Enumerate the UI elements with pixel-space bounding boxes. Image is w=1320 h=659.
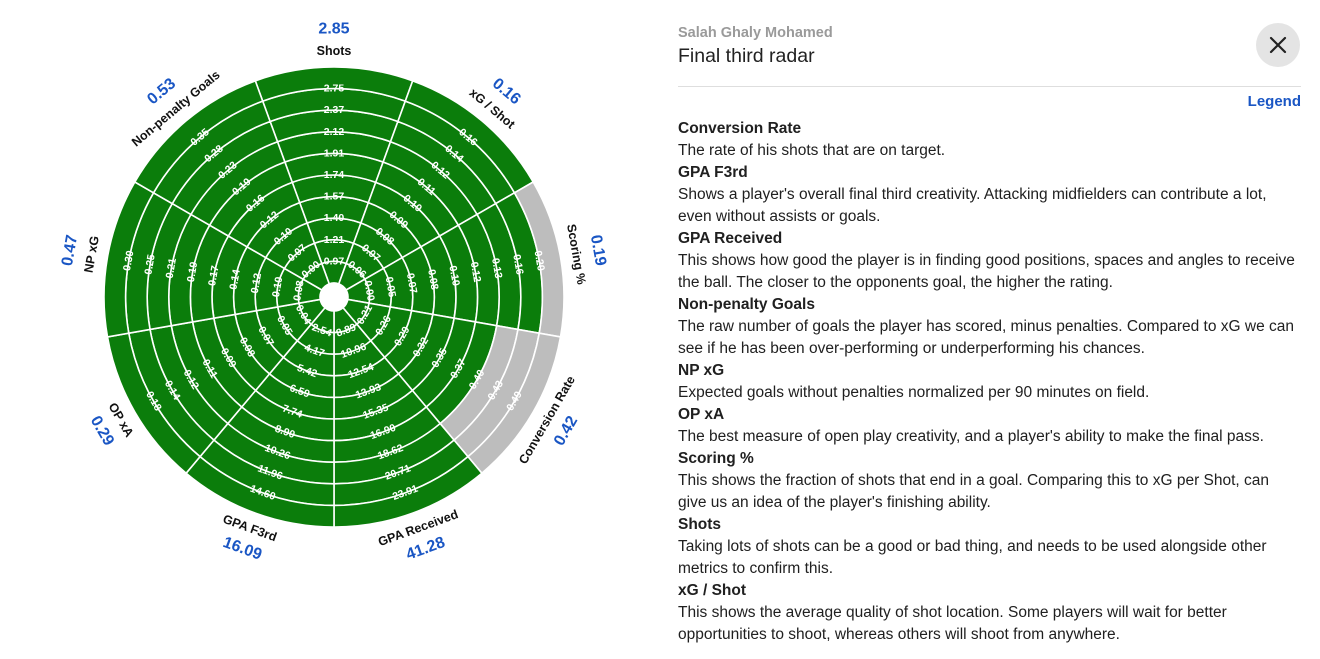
tick-label: 0.08 bbox=[291, 280, 306, 302]
tick-label: 0.12 bbox=[249, 272, 264, 294]
definition-term: xG / Shot bbox=[678, 582, 747, 599]
tick-label: 0.00 bbox=[361, 280, 376, 302]
axis-value-label: 0.19 bbox=[587, 234, 609, 268]
definition-term: Scoring % bbox=[678, 450, 754, 467]
tick-label: 1.74 bbox=[324, 169, 345, 181]
tick-label: 0.97 bbox=[324, 255, 345, 267]
tick-label: 0.30 bbox=[121, 250, 136, 272]
definition-item: Non-penalty Goals The raw number of goals… bbox=[678, 294, 1301, 360]
axis-name-label: Shots bbox=[317, 44, 352, 58]
definition-item: Scoring % This shows the fraction of shot… bbox=[678, 448, 1301, 514]
tick-label: 2.37 bbox=[324, 104, 345, 116]
definition-term: GPA F3rd bbox=[678, 164, 748, 181]
definition-item: Conversion Rate The rate of his shots tha… bbox=[678, 118, 1301, 162]
divider bbox=[678, 86, 1301, 87]
tick-label: 0.08 bbox=[425, 268, 440, 290]
tick-label: 1.21 bbox=[324, 234, 345, 246]
close-icon bbox=[1269, 36, 1287, 54]
definition-term: OP xA bbox=[678, 406, 725, 423]
radar-chart-area: 0.97 1.21 1.40 1.57 1.74 1.91 2.12 2.37 2.75 0.06… bbox=[59, 21, 609, 564]
tick-label: 1.57 bbox=[324, 191, 345, 203]
panel-title: Final third radar bbox=[678, 45, 815, 67]
definition-item: OP xA The best measure of open play creat… bbox=[678, 404, 1301, 448]
definition-item: Shots Taking lots of shots can be a good … bbox=[678, 514, 1301, 580]
tick-label: 1.91 bbox=[324, 147, 345, 159]
tick-label: 0.10 bbox=[446, 265, 461, 287]
definition-term: GPA Received bbox=[678, 230, 783, 247]
definition-text: Taking lots of shots can be a good or ba… bbox=[678, 538, 1267, 577]
definition-term: NP xG bbox=[678, 362, 725, 379]
axis-name-label: Scoring % bbox=[564, 223, 588, 286]
radar-segments bbox=[103, 66, 565, 528]
radar-segment-filled bbox=[133, 79, 264, 194]
definition-item: xG / Shot This shows the average quality … bbox=[678, 580, 1301, 646]
player-name: Salah Ghaly Mohamed bbox=[678, 25, 833, 41]
tick-label: 0.13 bbox=[489, 257, 504, 279]
info-panel: Salah Ghaly Mohamed Final third radar Le… bbox=[678, 0, 1301, 659]
radar-center-hub bbox=[321, 284, 347, 310]
metric-definitions: Conversion Rate The rate of his shots tha… bbox=[678, 118, 1301, 646]
tick-label: 0.14 bbox=[227, 268, 242, 290]
axis-value-label: 16.09 bbox=[221, 534, 265, 564]
definition-text: The raw number of goals the player has s… bbox=[678, 318, 1295, 357]
tick-label: 0.10 bbox=[270, 276, 285, 298]
axis-name-label: NP xG bbox=[82, 235, 102, 274]
tick-label: 0.19 bbox=[185, 261, 200, 283]
axis-value-label: 2.85 bbox=[318, 21, 349, 38]
definition-item: NP xG Expected goals without penalties no… bbox=[678, 360, 1301, 404]
definition-item: GPA F3rd Shows a player's overall final t… bbox=[678, 162, 1301, 228]
definition-text: The best measure of open play creativity… bbox=[678, 428, 1264, 445]
axis-value-label: 0.47 bbox=[59, 234, 81, 268]
tick-label: 0.07 bbox=[404, 272, 419, 294]
tick-label: 0.25 bbox=[142, 253, 157, 275]
tick-label: 2.12 bbox=[324, 126, 345, 138]
tick-label: 0.16 bbox=[510, 253, 525, 275]
definition-text: This shows the fraction of shots that en… bbox=[678, 472, 1270, 511]
definition-term: Conversion Rate bbox=[678, 120, 802, 137]
definition-item: GPA Received This shows how good the play… bbox=[678, 228, 1301, 294]
tick-label: 0.17 bbox=[206, 265, 221, 287]
definition-text: Shows a player's overall final third cre… bbox=[678, 186, 1267, 225]
tick-label: 0.05 bbox=[383, 276, 398, 298]
definition-term: Shots bbox=[678, 516, 722, 533]
axis-value-label: 41.28 bbox=[404, 534, 448, 564]
tick-label: 0.12 bbox=[468, 261, 483, 283]
definition-text: This shows how good the player is in fin… bbox=[678, 252, 1295, 291]
tick-label: 1.40 bbox=[324, 212, 345, 224]
tick-label: 0.20 bbox=[532, 250, 547, 272]
tick-label: 2.75 bbox=[324, 83, 345, 95]
definition-term: Non-penalty Goals bbox=[678, 296, 815, 313]
close-button[interactable] bbox=[1256, 23, 1300, 67]
definition-text: The rate of his shots that are on target… bbox=[678, 142, 946, 159]
tick-label: 0.21 bbox=[164, 257, 179, 279]
radar-chart: 0.971.211.401.571.741.912.122.372.750.06… bbox=[59, 21, 609, 564]
legend-link[interactable]: Legend bbox=[1247, 93, 1301, 110]
definition-text: This shows the average quality of shot l… bbox=[678, 604, 1227, 643]
definition-text: Expected goals without penalties normali… bbox=[678, 384, 1150, 401]
